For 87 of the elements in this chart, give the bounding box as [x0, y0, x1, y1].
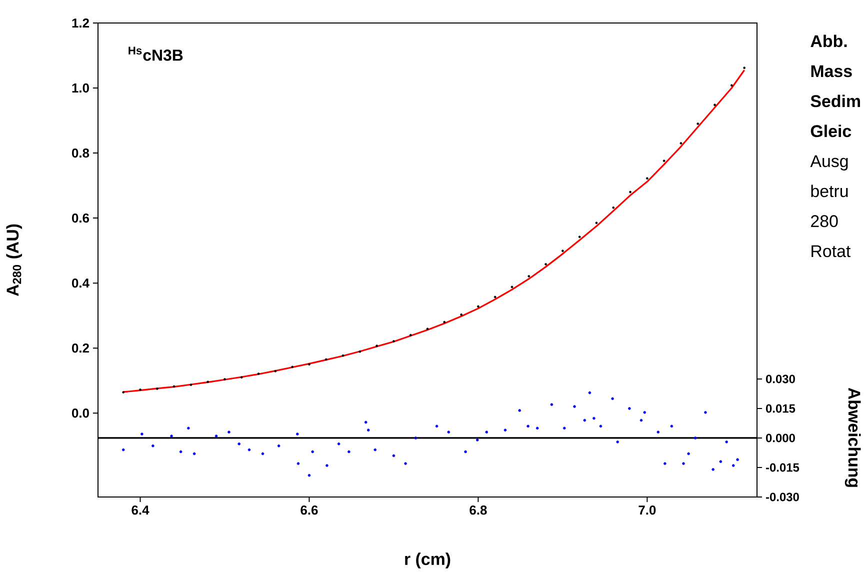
point: [122, 448, 125, 452]
point: [179, 450, 182, 454]
x-tick-label: 7.0: [638, 506, 656, 515]
point: [326, 464, 328, 467]
point: [628, 407, 631, 410]
text: Rotat: [812, 245, 851, 258]
point: [366, 428, 370, 432]
point: [736, 458, 739, 462]
y-tick-label: 1.0: [72, 83, 89, 93]
point: [712, 468, 714, 471]
point: [504, 428, 507, 432]
point: [277, 444, 280, 448]
text: Mass: [811, 65, 852, 78]
point: [562, 426, 566, 430]
point: [308, 474, 311, 477]
point: [682, 462, 685, 465]
point: [435, 424, 438, 428]
point: [447, 430, 450, 434]
x-tick-label: 6.6: [300, 506, 318, 515]
point: [337, 442, 340, 446]
point: [640, 418, 643, 422]
y-tick-label: 0.2: [72, 344, 89, 353]
point: [296, 462, 300, 465]
y2-tick-label: 0.030: [766, 374, 795, 384]
point: [392, 454, 396, 458]
y2-tick-label: -0.030: [766, 492, 799, 502]
y-tick-label: 0.6: [72, 213, 90, 223]
point: [599, 424, 602, 428]
point: [248, 448, 251, 452]
point: [140, 432, 144, 436]
point: [592, 416, 596, 420]
point: [687, 452, 690, 456]
x-tick-label: 6.8: [470, 506, 487, 515]
point: [611, 397, 614, 400]
text: 280: [811, 215, 838, 228]
y-tick-label: 0.4: [72, 278, 90, 288]
point: [311, 450, 314, 454]
point: [573, 405, 576, 408]
point: [464, 450, 467, 454]
text: Ausg: [810, 155, 848, 171]
point: [214, 434, 218, 438]
point: [364, 420, 368, 424]
text: Abb.: [810, 34, 847, 48]
y2-tick-label: 0.000: [766, 434, 795, 442]
point: [526, 424, 530, 428]
point: [694, 436, 697, 440]
point: [656, 430, 660, 434]
point: [704, 411, 707, 414]
y-tick-label: 0.0: [72, 408, 89, 418]
point: [228, 430, 230, 434]
point: [348, 450, 350, 454]
point: [187, 426, 190, 430]
point: [152, 444, 154, 448]
point: [725, 440, 728, 444]
x-axis-title: r (cm): [405, 552, 450, 568]
point: [643, 411, 646, 414]
point: [261, 452, 264, 456]
point: [719, 460, 722, 463]
y-axis-title: A$_{280}$ (AU): [6, 224, 22, 296]
point: [536, 426, 539, 430]
point: [192, 452, 196, 456]
point: [670, 424, 674, 428]
point: [485, 430, 488, 434]
point: [616, 440, 619, 444]
point: [238, 442, 240, 446]
y-tick-label: 0.8: [72, 148, 90, 158]
annotation: $^{Hs}$cN3B: [128, 46, 183, 61]
text: betru: [811, 184, 848, 198]
point: [414, 436, 418, 440]
x-tick-label: 6.4: [132, 506, 150, 515]
text: Gleic: [810, 124, 852, 138]
y-tick-label: 1.2: [72, 18, 89, 28]
point: [170, 434, 173, 438]
point: [374, 448, 377, 452]
point: [550, 403, 554, 406]
point: [518, 409, 521, 412]
point: [588, 391, 592, 394]
point: [583, 418, 586, 422]
y2-tick-label: -0.015: [766, 463, 800, 472]
y2-tick-label: 0.015: [766, 404, 796, 413]
point: [476, 438, 479, 442]
text: Sedim: [810, 94, 860, 108]
point: [404, 462, 407, 465]
point: [296, 432, 299, 436]
y2-axis-title: Abweichung: [844, 388, 861, 487]
point: [732, 464, 735, 467]
point: [664, 462, 666, 465]
